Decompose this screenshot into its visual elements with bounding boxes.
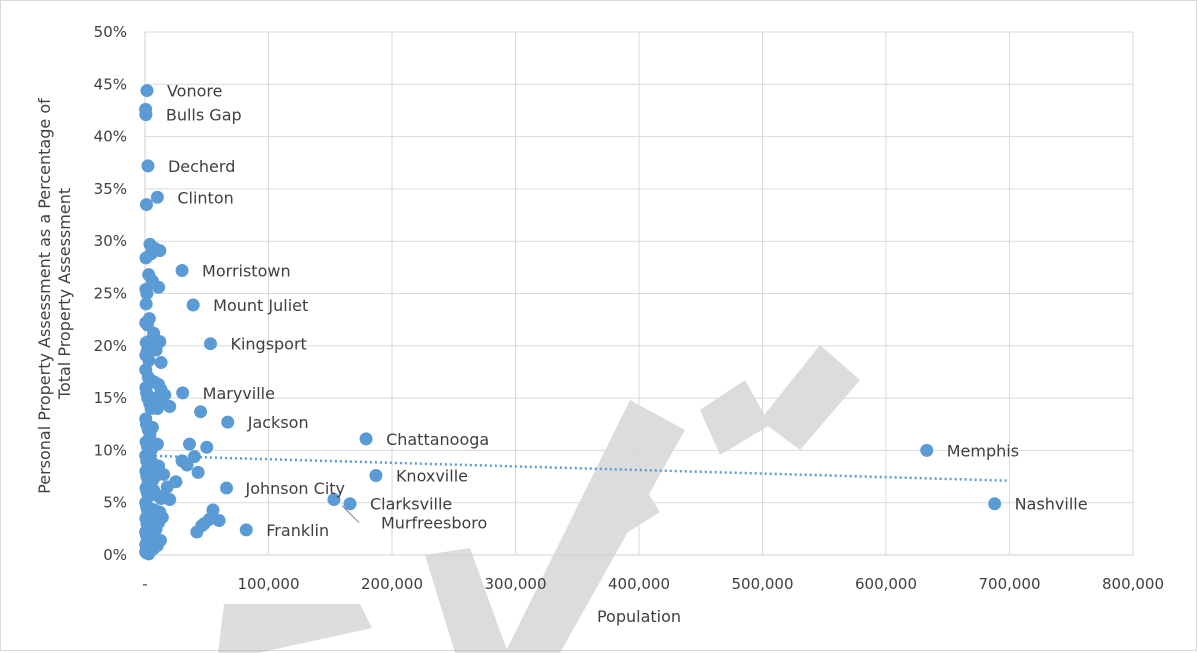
data-point-memphis	[920, 443, 934, 457]
point-label-kingsport: Kingsport	[230, 335, 306, 354]
y-tick-label: 45%	[94, 75, 127, 93]
data-point-maryville	[176, 386, 190, 400]
x-tick-label: 100,000	[237, 575, 299, 593]
data-point	[191, 465, 205, 479]
data-point-kingsport	[203, 337, 217, 351]
data-point	[139, 251, 153, 265]
y-tick-label: 20%	[94, 337, 127, 355]
x-tick-label: 600,000	[855, 575, 917, 593]
point-label-murfreesboro: Murfreesboro	[381, 514, 487, 533]
y-tick-label: 5%	[103, 494, 127, 512]
data-point-jackson	[221, 415, 235, 429]
point-label-franklin: Franklin	[266, 521, 329, 540]
point-label-nashville: Nashville	[1015, 495, 1088, 514]
data-point-clinton	[150, 190, 164, 204]
point-label-johnson-city: Johnson City	[245, 479, 346, 498]
x-axis-title: Population	[597, 607, 681, 626]
data-point	[142, 547, 156, 561]
watermark-letter-T	[760, 345, 860, 450]
x-tick-label: 500,000	[731, 575, 793, 593]
data-point	[163, 493, 177, 507]
data-point	[139, 297, 153, 311]
data-point	[190, 525, 204, 539]
data-point	[157, 467, 171, 481]
y-tick-label: 15%	[94, 389, 127, 407]
data-point	[163, 399, 177, 413]
draft-watermark	[218, 345, 860, 653]
point-label-clinton: Clinton	[177, 188, 233, 207]
watermark-letter-D	[218, 604, 372, 653]
point-label-vonore: Vonore	[167, 82, 223, 101]
point-label-jackson: Jackson	[247, 413, 309, 432]
data-point-franklin	[239, 523, 253, 537]
x-tick-label: 800,000	[1102, 575, 1164, 593]
y-tick-label: 0%	[103, 546, 127, 564]
point-label-morristown: Morristown	[202, 261, 291, 280]
data-point	[200, 440, 214, 454]
y-tick-label: 10%	[94, 441, 127, 459]
point-label-decherd: Decherd	[168, 157, 235, 176]
y-tick-label: 40%	[94, 128, 127, 146]
point-labels: Vonore Bulls Gap Decherd Clinton Morristown M…	[166, 82, 1088, 540]
y-tick-labels: 0% 5% 10% 15% 20% 25% 30% 35% 40% 45% 50%	[94, 23, 127, 564]
watermark-letter-F	[700, 380, 770, 455]
data-point	[145, 420, 159, 434]
y-tick-label: 35%	[94, 180, 127, 198]
x-tick-label: 200,000	[361, 575, 423, 593]
data-point	[150, 437, 164, 451]
y-axis-title-line-1: Personal Property Assessment as a Percen…	[35, 98, 54, 494]
data-point	[212, 513, 226, 527]
data-point	[182, 437, 196, 451]
point-label-clarksville: Clarksville	[370, 495, 452, 514]
data-point	[144, 334, 158, 348]
data-point	[140, 287, 154, 300]
data-point-morristown	[175, 263, 189, 277]
point-label-bulls-gap: Bulls Gap	[166, 106, 242, 125]
data-point	[180, 458, 194, 472]
watermark-letter-A	[505, 400, 685, 653]
data-point	[187, 450, 201, 464]
data-point	[139, 198, 153, 212]
point-label-chattanooga: Chattanooga	[386, 430, 489, 449]
point-label-memphis: Memphis	[947, 441, 1019, 460]
y-axis-title-line-2: Total Property Assessment	[55, 188, 74, 400]
data-point-decherd	[141, 159, 155, 173]
trendline	[144, 454, 1010, 482]
x-tick-label: 300,000	[484, 575, 546, 593]
data-point-nashville	[988, 497, 1002, 511]
data-point	[152, 516, 166, 530]
x-tick-label: 700,000	[978, 575, 1040, 593]
data-point	[150, 539, 164, 553]
data-point-knoxville	[369, 469, 383, 483]
data-point	[160, 480, 174, 494]
data-point-vonore	[140, 84, 154, 98]
data-points	[139, 84, 1002, 561]
y-axis-title: Personal Property Assessment as a Percen…	[35, 93, 74, 494]
data-point-bulls-gap	[139, 108, 153, 122]
watermark-letter-R	[425, 548, 508, 653]
x-tick-labels: - 100,000 200,000 300,000 400,000 500,000 600,…	[142, 575, 1164, 593]
y-tick-label: 25%	[94, 285, 127, 303]
data-point	[194, 405, 208, 419]
data-point-chattanooga	[359, 432, 373, 446]
data-point	[154, 356, 168, 370]
x-tick-label: -	[142, 575, 147, 593]
data-point-mount-juliet	[186, 298, 200, 312]
point-label-knoxville: Knoxville	[396, 467, 468, 486]
data-point-clarksville	[343, 497, 357, 511]
y-tick-label: 30%	[94, 232, 127, 250]
data-point	[152, 280, 166, 294]
murfreesboro-leader-line	[341, 505, 360, 523]
data-point-murfreesboro	[327, 493, 341, 507]
data-point-johnson-city	[220, 481, 234, 495]
point-label-mount-juliet: Mount Juliet	[213, 296, 308, 315]
y-tick-label: 50%	[94, 23, 127, 41]
x-tick-label: 400,000	[608, 575, 670, 593]
point-label-maryville: Maryville	[203, 384, 275, 403]
gridlines	[145, 31, 1134, 555]
